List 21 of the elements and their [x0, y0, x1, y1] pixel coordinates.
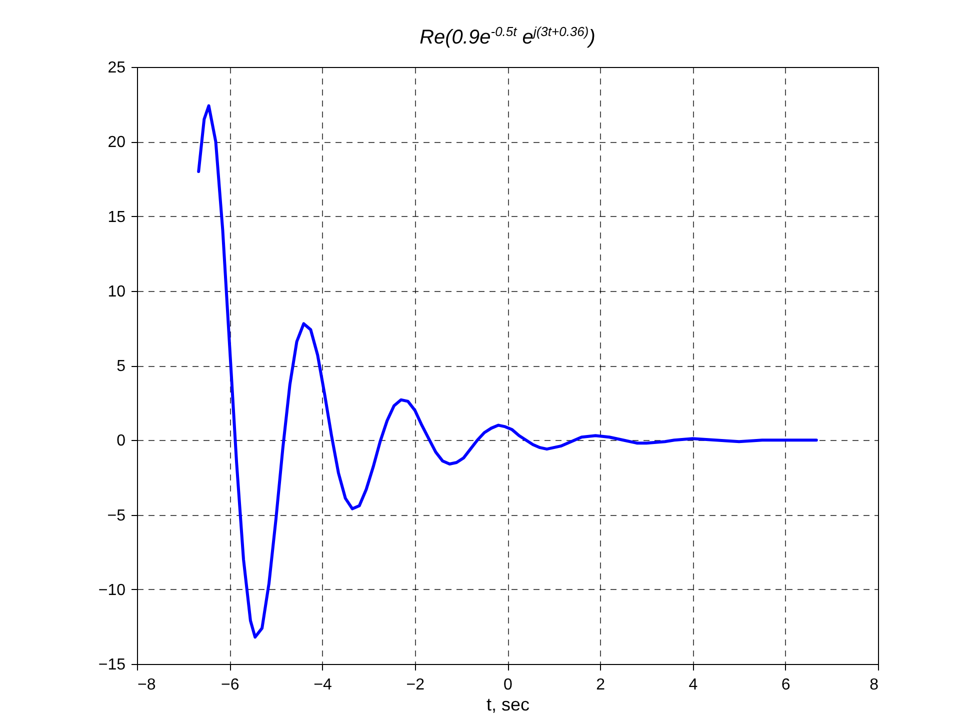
y-tick-label: 15 — [108, 208, 126, 226]
x-tick-label: 6 — [781, 676, 790, 694]
x-tick-label: −8 — [138, 676, 156, 694]
chart-title: Re(0.9e$^{-0.5t}$ e$^{j(3t+0.36)}$) — [418, 24, 596, 50]
y-tick-label: 0 — [116, 432, 126, 450]
y-tick-label: 10 — [108, 283, 126, 300]
y-tick-label: −5 — [107, 507, 126, 524]
x-tick-label: 0 — [504, 676, 513, 694]
y-tick-label: 5 — [116, 358, 126, 375]
x-tick-label: −6 — [221, 676, 240, 694]
x-tick-label: −4 — [314, 676, 332, 694]
x-axis-title: t, sec — [486, 694, 530, 714]
x-tick-label: −2 — [406, 676, 425, 694]
x-tick-label: 2 — [596, 676, 606, 694]
x-tick-label: 4 — [688, 676, 698, 694]
y-tick-label: −10 — [98, 582, 126, 599]
line-series — [197, 104, 818, 639]
y-tick-label: −15 — [98, 656, 126, 674]
y-tick-label: 25 — [108, 60, 126, 76]
x-tick-label: 8 — [870, 676, 879, 694]
y-tick-label: 20 — [108, 134, 126, 152]
